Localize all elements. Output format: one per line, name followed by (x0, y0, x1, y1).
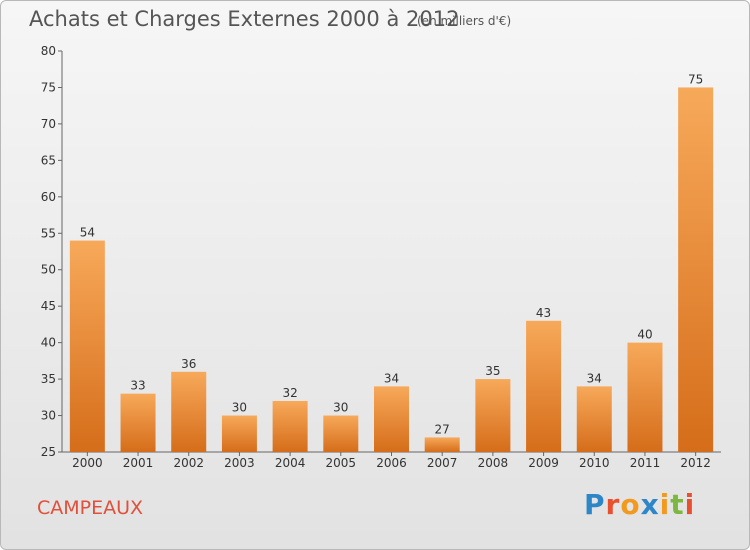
chart-unit: (en milliers d'€) (417, 14, 512, 28)
bar-2010 (576, 386, 612, 452)
bar-2005 (323, 415, 359, 452)
y-tick-label: 30 (41, 409, 56, 423)
bar-2003 (221, 415, 257, 452)
value-label-2000: 54 (80, 226, 95, 240)
x-tick-label-2001: 2001 (123, 456, 154, 470)
logo-letter: t (670, 488, 685, 521)
bar-2009 (526, 320, 562, 452)
value-label-2001: 33 (130, 379, 145, 393)
value-label-2003: 30 (232, 401, 247, 415)
x-tick-label-2002: 2002 (173, 456, 204, 470)
bar-2008 (475, 379, 511, 452)
x-tick-label-2009: 2009 (528, 456, 559, 470)
logo-letter: i (659, 488, 671, 521)
bars (69, 87, 714, 453)
y-tick-label: 40 (41, 336, 56, 350)
value-label-2005: 30 (333, 401, 348, 415)
logo-letter: i (684, 488, 696, 521)
y-tick-label: 50 (41, 263, 56, 277)
x-tick-label-2008: 2008 (478, 456, 509, 470)
x-tick-label-2007: 2007 (427, 456, 458, 470)
y-tick-labels: 25 30 35 40 45 50 55 60 65 70 75 80 (41, 44, 62, 459)
logo-letter: x (640, 488, 660, 521)
value-label-2006: 34 (384, 371, 399, 385)
town-name: CAMPEAUX (37, 497, 144, 519)
value-label-2012: 75 (688, 72, 703, 86)
logo-letter: P (584, 488, 606, 521)
x-tick-label-2006: 2006 (376, 456, 407, 470)
bar-2002 (171, 371, 207, 452)
y-tick-label: 65 (41, 153, 56, 167)
value-labels: 54 33 36 30 32 30 34 27 35 43 34 40 75 (80, 72, 704, 436)
x-tick-label-2005: 2005 (326, 456, 357, 470)
value-label-2008: 35 (485, 364, 500, 378)
y-tick-label: 60 (41, 190, 56, 204)
value-label-2007: 27 (435, 422, 450, 436)
value-label-2010: 34 (587, 371, 602, 385)
logo-letter: r (605, 488, 621, 521)
bar-2006 (374, 386, 409, 452)
bar-2001 (120, 393, 156, 452)
value-label-2009: 43 (536, 306, 551, 320)
x-tick-label-2003: 2003 (224, 456, 255, 470)
logo-letter: o (620, 488, 641, 521)
bar-2007 (424, 437, 460, 452)
value-label-2002: 36 (181, 357, 196, 371)
y-tick-label: 80 (41, 44, 56, 58)
x-tick-label-2010: 2010 (579, 456, 610, 470)
y-tick-label: 35 (41, 372, 56, 386)
bar-2011 (627, 342, 663, 452)
bar-2004 (272, 400, 308, 452)
x-tick-label-2011: 2011 (630, 456, 661, 470)
x-tick-labels: 2000 2001 2002 2003 2004 2005 2006 2007 2008 2009… (72, 452, 711, 470)
proxiti-logo[interactable]: Proxiti (584, 488, 695, 521)
x-tick-label-2004: 2004 (275, 456, 306, 470)
x-tick-label-2012: 2012 (680, 456, 711, 470)
bar-2012 (678, 87, 714, 453)
y-tick-label: 55 (41, 226, 56, 240)
value-label-2004: 32 (282, 386, 297, 400)
value-label-2011: 40 (637, 328, 652, 342)
y-tick-label: 75 (41, 80, 56, 94)
bar-2000 (69, 240, 105, 452)
y-tick-label: 70 (41, 117, 56, 131)
y-tick-label: 25 (41, 445, 56, 459)
x-tick-label-2000: 2000 (72, 456, 103, 470)
chart-title: Achats et Charges Externes 2000 à 2012 (29, 7, 460, 31)
y-tick-label: 45 (41, 299, 56, 313)
